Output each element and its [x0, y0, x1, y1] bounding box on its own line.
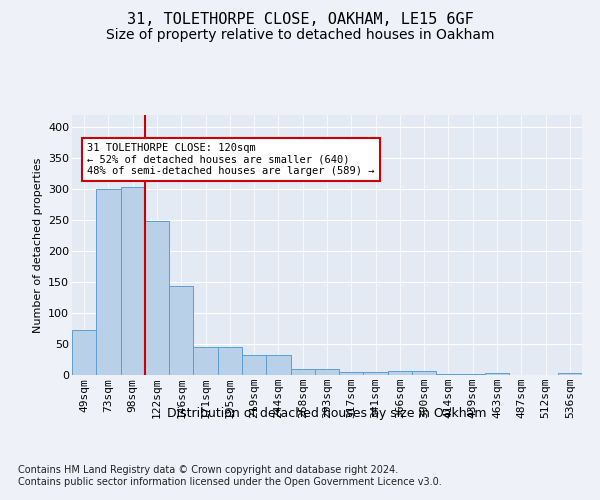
Bar [364, 372, 388, 375]
Text: Size of property relative to detached houses in Oakham: Size of property relative to detached ho… [106, 28, 494, 42]
Bar [339, 372, 364, 375]
Bar [72, 330, 96, 375]
Bar [266, 355, 290, 375]
Bar [121, 187, 145, 375]
Bar [96, 190, 121, 375]
Bar [290, 370, 315, 375]
Y-axis label: Number of detached properties: Number of detached properties [32, 158, 43, 332]
Text: 31 TOLETHORPE CLOSE: 120sqm
← 52% of detached houses are smaller (640)
48% of se: 31 TOLETHORPE CLOSE: 120sqm ← 52% of det… [87, 143, 374, 176]
Bar [242, 355, 266, 375]
Bar [218, 347, 242, 375]
Bar [485, 372, 509, 375]
Bar [388, 372, 412, 375]
Bar [436, 374, 461, 375]
Text: Contains HM Land Registry data © Crown copyright and database right 2024.
Contai: Contains HM Land Registry data © Crown c… [18, 465, 442, 486]
Bar [315, 370, 339, 375]
Bar [169, 286, 193, 375]
Text: Distribution of detached houses by size in Oakham: Distribution of detached houses by size … [167, 408, 487, 420]
Bar [558, 373, 582, 375]
Bar [461, 374, 485, 375]
Text: 31, TOLETHORPE CLOSE, OAKHAM, LE15 6GF: 31, TOLETHORPE CLOSE, OAKHAM, LE15 6GF [127, 12, 473, 28]
Bar [412, 372, 436, 375]
Bar [145, 221, 169, 375]
Bar [193, 347, 218, 375]
